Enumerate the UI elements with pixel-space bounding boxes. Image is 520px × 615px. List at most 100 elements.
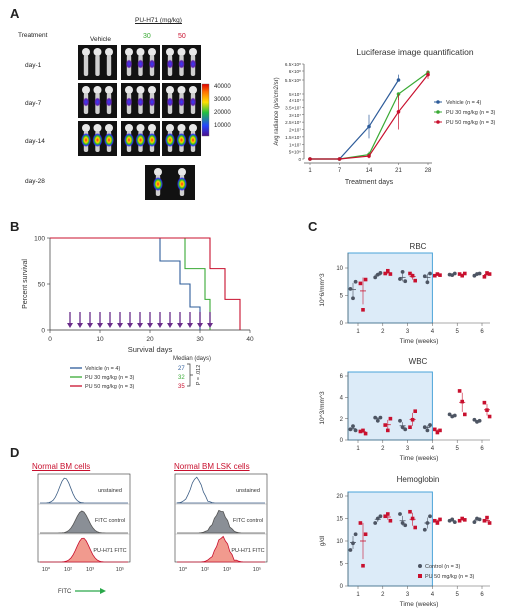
- pu-point: [435, 272, 440, 276]
- control-point: [375, 418, 380, 423]
- x-tick-label: 20: [146, 336, 154, 343]
- pu-point: [408, 425, 412, 429]
- luciferase-point: [396, 78, 401, 82]
- control-point: [403, 279, 408, 284]
- y-tick-label: 6: [340, 374, 344, 380]
- y-tick-label: 10: [336, 539, 343, 545]
- y-tick-label: 0: [41, 328, 45, 335]
- dose-arrow-head: [157, 323, 163, 328]
- control-point: [375, 516, 380, 521]
- mouse-body: [190, 55, 196, 76]
- mouse-image-tile: [162, 121, 201, 156]
- flow-row-label: FITC control: [95, 518, 125, 524]
- pu-point: [413, 525, 417, 530]
- column-50: 50: [178, 33, 186, 40]
- x-tick-label: 5: [456, 329, 460, 335]
- mouse-body: [177, 124, 186, 132]
- control-point: [378, 415, 383, 420]
- luminescence-signal: [177, 177, 187, 191]
- pu-point: [361, 308, 365, 312]
- pu-point: [383, 514, 387, 519]
- flow-histogram: [40, 477, 128, 504]
- pu-point: [485, 408, 489, 412]
- control-point: [373, 521, 378, 525]
- y-tick-label: 0: [340, 438, 344, 444]
- mouse-body: [138, 93, 143, 114]
- y-tick-label: 20: [336, 494, 343, 500]
- luminescence-signal: [176, 133, 187, 147]
- pu-point: [358, 521, 363, 525]
- legend-pu-marker: [418, 574, 422, 578]
- rbcSvg-xlabel: Time (weeks): [400, 338, 439, 345]
- treatment-window: [347, 252, 433, 324]
- luciferase-line: [310, 79, 400, 160]
- mouse-image-tile: [78, 45, 117, 80]
- mouse-body: [138, 55, 143, 76]
- flow-x-tick-label: 10²: [201, 567, 209, 573]
- colorbar-tick-40000: 40000: [214, 84, 231, 90]
- mouse-body: [125, 86, 133, 94]
- dose-arrow-head: [77, 323, 83, 328]
- mouse-body: [177, 48, 186, 56]
- control-point: [428, 514, 432, 519]
- pu-point: [487, 272, 492, 276]
- y-tick-label: 100: [34, 236, 45, 243]
- pu-point: [433, 273, 437, 278]
- x-tick-label: 10: [96, 336, 104, 343]
- x-tick-label: 2: [381, 329, 385, 335]
- luciferase-chart: Luciferase image quantification 0 5×10⁶ 1×1…: [274, 47, 496, 186]
- legend-label: PU 30 mg/kg (n = 3): [446, 110, 496, 116]
- median-value: 35: [178, 384, 185, 390]
- pu-point: [383, 423, 387, 427]
- control-point: [422, 425, 427, 430]
- control-point: [425, 428, 430, 433]
- pu-point: [457, 518, 462, 523]
- x-tick-label: 14: [366, 168, 373, 174]
- mouse-body: [189, 86, 197, 94]
- luminescence-signal: [148, 97, 156, 107]
- y-tick-label: 15: [336, 517, 343, 523]
- x-tick-label: 6: [480, 446, 484, 452]
- median-value: 32: [178, 375, 185, 381]
- mouse-body: [179, 131, 184, 152]
- luciferase-title: Luciferase image quantification: [356, 47, 473, 57]
- y-tick-label: 50: [38, 282, 46, 289]
- legend-control-marker: [418, 564, 422, 568]
- mouse-body: [106, 55, 112, 76]
- mouse-body: [136, 48, 145, 56]
- pu-point: [438, 517, 442, 522]
- y-tick-label: 5: [340, 294, 344, 300]
- control-point: [353, 428, 358, 433]
- mouse-body: [126, 93, 132, 114]
- luciferase-point: [396, 92, 401, 96]
- pu-point: [410, 516, 415, 521]
- luciferase-point: [367, 154, 371, 158]
- y-tick-label: 3.5×10⁷: [285, 105, 301, 110]
- control-point: [477, 271, 482, 276]
- mouse-body: [179, 93, 184, 114]
- colorbar-tick-20000: 20000: [214, 110, 231, 116]
- pu-point: [463, 412, 467, 417]
- control-point: [348, 548, 353, 552]
- rbc-chart: RBC 0 5 10 1 2 3 4 5 6 Time (weeks) 10^6/mm^3: [319, 242, 492, 345]
- mouse-body: [166, 124, 174, 132]
- control-point: [452, 413, 457, 418]
- mouse-body: [106, 131, 112, 152]
- pu-point: [433, 427, 437, 432]
- control-point: [351, 541, 355, 546]
- y-tick-label: 10: [336, 266, 343, 272]
- luminescence-signal: [147, 133, 157, 147]
- pu-point: [463, 271, 467, 276]
- control-point: [398, 277, 402, 281]
- x-tick-label: 4: [431, 446, 435, 452]
- control-point: [400, 521, 405, 525]
- flow-left-title: Normal BM cells: [32, 462, 91, 471]
- mouse-body: [138, 131, 143, 152]
- day-label-7: day-7: [25, 100, 42, 107]
- luminescence-signal: [166, 59, 174, 69]
- control-point: [422, 527, 427, 532]
- luminescence-signal: [135, 133, 146, 147]
- pu-point: [408, 509, 412, 514]
- control-point: [422, 274, 427, 279]
- flow-x-tick-label: 10⁰: [42, 566, 51, 573]
